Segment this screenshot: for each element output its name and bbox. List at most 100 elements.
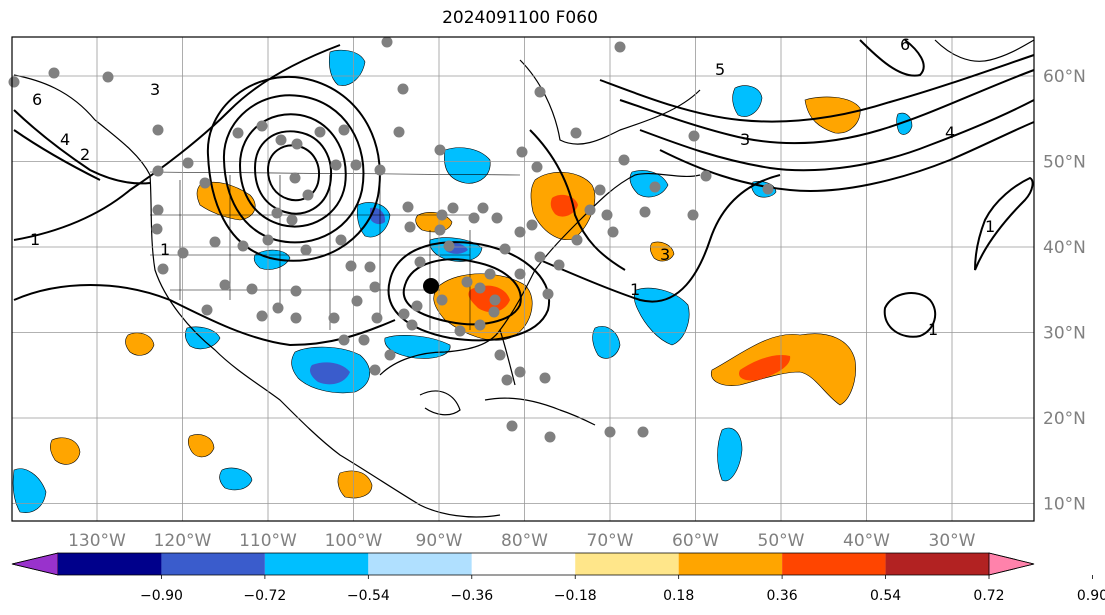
anomaly-shading <box>12 49 913 513</box>
lat-label-0: 60°N <box>1043 67 1086 87</box>
contour-north-atlantic-4 <box>659 121 1035 192</box>
station-dot-74 <box>488 306 500 318</box>
station-dot-96 <box>350 159 362 171</box>
contour-label-j: 6 <box>900 35 910 54</box>
contour-label-i: 6 <box>32 90 42 109</box>
station-dot-12 <box>219 279 231 291</box>
station-dot-5 <box>152 204 164 216</box>
colorbar-label-0: −0.90 <box>140 588 183 604</box>
shade-negative-north-atlantic <box>896 112 913 135</box>
station-dot-56 <box>584 204 596 216</box>
contour-north-atlantic-1 <box>619 69 1035 145</box>
coast-greenland <box>934 39 1035 62</box>
station-dot-51 <box>534 86 546 98</box>
station-dot-47 <box>514 226 526 238</box>
shade-negative-canada <box>328 49 366 86</box>
station-dot-24 <box>338 334 350 346</box>
graticule <box>12 37 1034 521</box>
station-dot-0 <box>8 76 20 88</box>
station-dot-37 <box>434 144 446 156</box>
station-dot-86 <box>639 206 651 218</box>
colorbar-label-1: −0.72 <box>243 588 286 604</box>
station-dot-80 <box>539 372 551 384</box>
station-dot-95 <box>338 124 350 136</box>
station-dot-77 <box>494 349 506 361</box>
station-dot-14 <box>237 240 249 252</box>
station-dot-16 <box>256 310 268 322</box>
station-dot-27 <box>364 261 376 273</box>
contour-southeast-low-2 <box>387 241 551 342</box>
station-dot-1 <box>48 67 60 79</box>
station-dot-55 <box>594 184 606 196</box>
station-dot-75 <box>489 294 501 306</box>
station-dot-83 <box>604 426 616 438</box>
coast-west <box>94 119 501 518</box>
contour-southeast-low <box>402 258 522 326</box>
contour-ring-3 <box>266 144 320 202</box>
station-dot-82 <box>544 431 556 443</box>
station-dot-41 <box>443 240 455 252</box>
lon-label-5: 80°W <box>501 531 548 551</box>
station-dot-6 <box>151 223 163 235</box>
station-dot-43 <box>447 202 459 214</box>
contour-alaska-1 <box>13 109 151 185</box>
focus-station-marker <box>423 278 439 294</box>
coast-cuba <box>484 397 596 426</box>
station-markers <box>8 36 774 443</box>
station-dot-87 <box>687 209 699 221</box>
lat-label-3: 30°N <box>1043 324 1086 344</box>
contour-north-atlantic-2 <box>599 54 1035 123</box>
station-dot-9 <box>182 157 194 169</box>
shade-negative-hudson <box>732 85 763 117</box>
station-dot-36 <box>381 36 393 48</box>
station-dot-81 <box>506 420 518 432</box>
colorbar-cell-5 <box>575 553 679 575</box>
contour-lines <box>13 39 1035 347</box>
station-dot-100 <box>262 234 274 246</box>
colorbar-cell-8 <box>885 553 989 575</box>
shade-positive-atlantic <box>710 333 856 406</box>
station-dot-31 <box>369 364 381 376</box>
contour-label-m: 4 <box>945 123 955 142</box>
station-dot-49 <box>531 161 543 173</box>
station-dot-73 <box>474 319 486 331</box>
station-dot-59 <box>571 234 583 246</box>
station-dot-69 <box>411 300 423 312</box>
colorbar-label-3: −0.36 <box>450 588 493 604</box>
colorbar-extend-high <box>988 552 1035 576</box>
colorbar-cell-3 <box>368 553 472 575</box>
station-dot-102 <box>330 159 342 171</box>
station-dot-72 <box>454 325 466 337</box>
station-dot-40 <box>414 256 426 268</box>
station-dot-66 <box>434 224 446 236</box>
station-dot-67 <box>461 276 473 288</box>
station-dot-11 <box>209 236 221 248</box>
lat-label-2: 40°N <box>1043 238 1086 258</box>
station-dot-68 <box>436 294 448 306</box>
station-dot-10 <box>199 177 211 189</box>
colorbar-cell-2 <box>264 553 369 575</box>
shade-negative-pacific <box>12 468 47 513</box>
station-dot-28 <box>369 281 381 293</box>
station-dot-30 <box>384 349 396 361</box>
contour-ring-4 <box>222 94 365 244</box>
station-dot-53 <box>614 41 626 53</box>
station-dot-2 <box>102 71 114 83</box>
station-dot-89 <box>688 130 700 142</box>
contour-north-atlantic-3 <box>639 99 1035 172</box>
map-frame <box>11 36 1035 522</box>
contour-west-trough <box>13 44 341 241</box>
contour-ring-2 <box>253 130 333 215</box>
shade-positive-pacific-a <box>125 332 155 356</box>
station-dot-3 <box>152 165 164 177</box>
shade-positive-rockies <box>196 181 256 221</box>
contour-label-g: 4 <box>60 130 70 149</box>
lon-label-8: 50°W <box>758 531 805 551</box>
station-dot-45 <box>477 202 489 214</box>
shade-strong-atlantic <box>739 354 791 381</box>
longitude-labels: 130°W 120°W 110°W 100°W 90°W 80°W 70°W 60°W 50°W… <box>68 531 976 551</box>
contour-label-l: 1 <box>160 240 170 259</box>
lon-label-6: 70°W <box>587 531 634 551</box>
lon-label-1: 120°W <box>154 531 212 551</box>
station-dot-4 <box>152 124 164 136</box>
